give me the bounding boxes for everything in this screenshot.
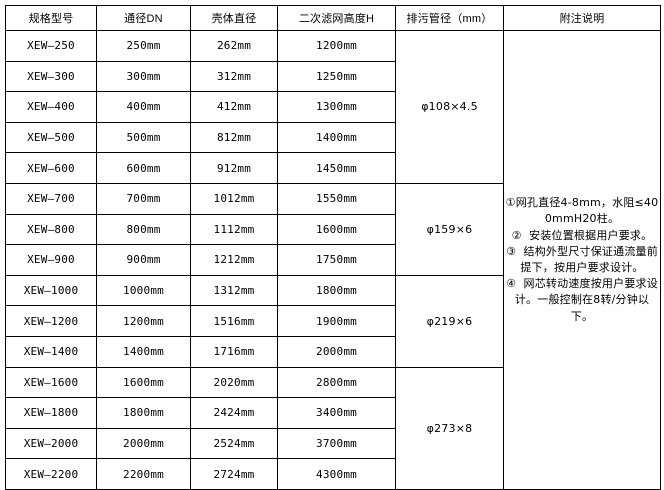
table-header: 规格型号 通径DN 壳体直径 二次滤网高度H 排污管径（mm） 附注说明 [5,5,661,31]
cell-shell-diameter: 262mm [190,30,278,62]
cell-notes: ①网孔直径4-8mm，水阻≤400mmH20柱。 ② 安装位置根据用户要求。 ③… [503,30,661,490]
cell-screen-height: 2800mm [277,366,396,399]
cell-nominal-diameter: 700mm [96,182,191,215]
cell-model: XEW—1400 [5,335,97,368]
cell-nominal-diameter: 1600mm [96,366,191,399]
column-header-drain-pipe-diameter: 排污管径（mm） [395,5,504,31]
cell-screen-height: 3700mm [277,427,396,460]
cell-drain-pipe-diameter: φ159×6 [395,182,504,276]
table-body: XEW—250 250mm 262mm 1200mm φ108×4.5 ①网孔直径4-8m… [5,30,661,490]
cell-shell-diameter: 412mm [190,91,278,123]
cell-screen-height: 1800mm [277,274,396,307]
cell-model: XEW—400 [5,91,97,123]
table-row: XEW—500 500mm 812mm 1400mm [5,121,661,154]
table-row: XEW—2000 2000mm 2524mm 3700mm [5,427,661,460]
table-row: XEW—1800 1800mm 2424mm 3400mm [5,397,661,429]
specification-table: 规格型号 通径DN 壳体直径 二次滤网高度H 排污管径（mm） 附注说明 XEW… [5,5,661,490]
cell-drain-pipe-diameter: φ108×4.5 [395,30,504,184]
cell-shell-diameter: 1112mm [190,213,278,246]
cell-shell-diameter: 2524mm [190,427,278,460]
cell-screen-height: 1450mm [277,152,396,184]
cell-shell-diameter: 1012mm [190,182,278,215]
table-row: XEW—800 800mm 1112mm 1600mm [5,213,661,246]
table-row: XEW—700 700mm 1012mm 1550mm φ159×6 [5,182,661,276]
cell-screen-height: 1250mm [277,60,396,93]
cell-screen-height: 1750mm [277,244,396,276]
cell-model: XEW—1600 [5,366,97,399]
cell-model: XEW—250 [5,30,97,62]
cell-screen-height: 1600mm [277,213,396,246]
cell-nominal-diameter: 1200mm [96,305,191,337]
cell-nominal-diameter: 900mm [96,244,191,276]
cell-drain-pipe-diameter: φ219×6 [395,274,504,368]
cell-nominal-diameter: 500mm [96,121,191,154]
cell-nominal-diameter: 1400mm [96,335,191,368]
cell-shell-diameter: 1716mm [190,335,278,368]
table-row: XEW—250 250mm 262mm 1200mm φ108×4.5 ①网孔直径4-8m… [5,30,661,490]
cell-model: XEW—500 [5,121,97,154]
cell-model: XEW—1000 [5,274,97,307]
cell-shell-diameter: 312mm [190,60,278,93]
cell-nominal-diameter: 1800mm [96,397,191,429]
table-row: XEW—600 600mm 912mm 1450mm [5,152,661,184]
cell-nominal-diameter: 250mm [96,30,191,62]
cell-screen-height: 1200mm [277,30,396,62]
cell-model: XEW—1200 [5,305,97,337]
column-header-nominal-diameter: 通径DN [96,5,191,31]
cell-screen-height: 1550mm [277,182,396,215]
cell-nominal-diameter: 2000mm [96,427,191,460]
cell-model: XEW—2000 [5,427,97,460]
cell-screen-height: 2000mm [277,335,396,368]
cell-model: XEW—600 [5,152,97,184]
cell-shell-diameter: 912mm [190,152,278,184]
cell-shell-diameter: 1312mm [190,274,278,307]
cell-shell-diameter: 1516mm [190,305,278,337]
cell-screen-height: 1400mm [277,121,396,154]
cell-nominal-diameter: 400mm [96,91,191,123]
cell-nominal-diameter: 1000mm [96,274,191,307]
cell-screen-height: 1900mm [277,305,396,337]
column-header-model: 规格型号 [5,5,97,31]
cell-shell-diameter: 1212mm [190,244,278,276]
cell-screen-height: 3400mm [277,397,396,429]
cell-shell-diameter: 2424mm [190,397,278,429]
cell-screen-height: 1300mm [277,91,396,123]
column-header-notes: 附注说明 [503,5,661,31]
cell-model: XEW—800 [5,213,97,246]
cell-model: XEW—1800 [5,397,97,429]
cell-model: XEW—900 [5,244,97,276]
cell-nominal-diameter: 600mm [96,152,191,184]
cell-model: XEW—700 [5,182,97,215]
column-header-secondary-screen-height: 二次滤网高度H [277,5,396,31]
cell-nominal-diameter: 300mm [96,60,191,93]
cell-shell-diameter: 812mm [190,121,278,154]
table-row: XEW—1000 1000mm 1312mm 1800mm φ219×6 [5,274,661,368]
table-row: XEW—300 300mm 312mm 1250mm [5,60,661,93]
cell-model: XEW—300 [5,60,97,93]
table-row: XEW—400 400mm 412mm 1300mm [5,91,661,123]
cell-shell-diameter: 2020mm [190,366,278,399]
table-row: XEW—900 900mm 1212mm 1750mm [5,244,661,276]
cell-drain-pipe-diameter: φ273×8 [395,366,504,490]
table-header-row: 规格型号 通径DN 壳体直径 二次滤网高度H 排污管径（mm） 附注说明 [5,5,661,31]
specification-table-container: 规格型号 通径DN 壳体直径 二次滤网高度H 排污管径（mm） 附注说明 XEW… [5,5,661,490]
table-row: XEW—1600 1600mm 2020mm 2800mm φ273×8 [5,366,661,490]
cell-nominal-diameter: 800mm [96,213,191,246]
column-header-shell-diameter: 壳体直径 [190,5,278,31]
